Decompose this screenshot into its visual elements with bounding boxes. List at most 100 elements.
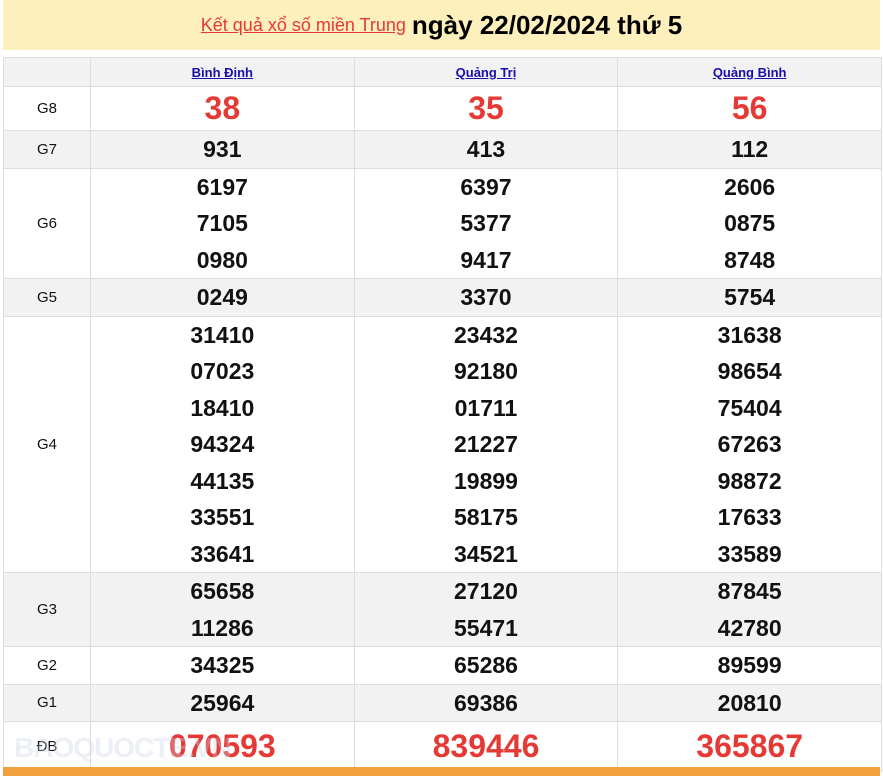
prize-number: 18410 [190,394,255,421]
prize-number: 65658 [190,578,255,604]
prize-number: 0249 [196,284,248,310]
prize-label: G4 [3,315,91,573]
prize-number: 9417 [460,246,512,273]
prize-cell: 65658 11286 [90,572,355,647]
prize-number: 6197 [196,173,248,200]
draw-date: ngày 22/02/2024 thứ 5 [411,9,683,40]
prize-number: 75404 [717,394,782,421]
prize-cell: 31410 07023 18410 94324 44135 33551 33641 [90,315,355,573]
prize-number: 31638 [717,321,782,348]
results-header: Kết quả xổ số miền Trung ngày 22/02/2024… [3,0,880,50]
prize-cell: 56 [617,86,882,131]
prize-number: 44135 [190,467,255,494]
prize-row: G7 931 413 112 [3,130,882,169]
prize-row: G5 0249 3370 5754 [3,278,882,317]
mien-trung-results-link[interactable]: Kết quả xổ số miền Trung [200,14,406,35]
prize-row: G2 34325 65286 89599 [3,646,882,685]
prize-cell: 27120 55471 [353,572,619,647]
prize-number: 5754 [724,284,776,310]
prize-number: 365867 [696,728,804,764]
prize-number: 07023 [190,358,255,384]
prize-number: 20810 [717,689,782,716]
prize-number: 67263 [717,431,782,457]
prize-label: G3 [3,572,91,647]
prize-cell: 25964 [90,683,355,722]
prize-label: G6 [3,167,91,279]
prize-label: G1 [3,683,91,722]
prize-number: 413 [466,136,506,162]
prize-cell: 65286 [353,646,619,685]
prize-row: G8 38 35 56 [3,86,882,131]
results-table: Bình Định Quảng Trị Quảng Bình G8 38 35 56 G… [3,57,882,772]
footer-bar [3,767,880,776]
prize-label: G5 [3,278,91,317]
prize-number: 27120 [454,578,518,604]
prize-cell: 6197 7105 0980 [90,167,355,279]
prize-cell: 413 [353,130,619,169]
prize-number: 42780 [717,614,782,641]
prize-number: 34325 [190,652,255,678]
prize-cell: 35 [353,86,619,131]
province-link[interactable]: Bình Định [191,64,254,80]
prize-number: 55471 [454,614,518,641]
prize-label: ĐB [3,721,91,772]
label-header [3,57,91,87]
prize-number: 38 [204,90,241,126]
prize-cell: 0249 [90,278,355,317]
prize-number: 21227 [454,431,518,457]
prize-number: 89599 [717,652,782,678]
prize-cell: 23432 92180 01711 21227 19899 58175 34521 [353,315,619,573]
prize-cell: 070593 [90,721,355,772]
prize-number: 8748 [724,246,776,273]
prize-number: 839446 [432,728,540,764]
prize-number: 6397 [460,173,512,200]
prize-cell: 931 [90,130,355,169]
province-link[interactable]: Quảng Bình [712,64,787,80]
prize-number: 2606 [724,173,776,200]
prize-number: 931 [203,136,242,162]
prize-number: 070593 [168,728,276,764]
prize-number: 98872 [717,467,782,494]
prize-number: 94324 [190,431,255,457]
prize-number: 56 [731,90,768,126]
prize-number: 5377 [460,210,512,236]
prize-number: 33641 [190,540,255,567]
prize-number: 11286 [190,614,254,641]
prize-row: G4 31410 07023 18410 94324 44135 33551 33641 234… [3,315,882,573]
prize-cell: 6397 5377 9417 [353,167,619,279]
prize-number: 3370 [460,284,512,310]
prize-number: 19899 [454,467,518,494]
prize-number: 33589 [717,540,782,567]
prize-number: 31410 [190,321,255,348]
prize-number: 34521 [454,540,518,567]
prize-number: 65286 [454,652,518,678]
prize-cell: 69386 [353,683,619,722]
prize-number: 92180 [454,358,518,384]
prize-cell: 31638 98654 75404 67263 98872 17633 33589 [617,315,882,573]
prize-number: 01711 [454,394,518,421]
prize-cell: 2606 0875 8748 [617,167,882,279]
prize-cell: 38 [90,86,355,131]
prize-cell: 5754 [617,278,882,317]
prize-cell: 89599 [617,646,882,685]
prize-number: 25964 [190,689,255,716]
prize-number: 17633 [717,504,782,530]
prize-number: 23432 [454,321,518,348]
prize-number: 58175 [454,504,518,530]
province-link[interactable]: Quảng Trị [455,64,517,80]
prize-row: G1 25964 69386 20810 [3,683,882,722]
prize-row: G6 6197 7105 0980 6397 5377 9417 2606 0875 8748 [3,167,882,279]
prize-row: ĐB 070593 839446 365867 [3,721,882,772]
prize-label: G8 [3,86,91,131]
prize-number: 7105 [196,210,248,236]
prize-number: 33551 [190,504,255,530]
watermark: BAOQUOCTE.VN [14,732,232,763]
prize-cell: 87845 42780 [617,572,882,647]
prize-cell: 112 [617,130,882,169]
prize-cell: 34325 [90,646,355,685]
prize-cell: 3370 [353,278,619,317]
prize-row: G3 65658 11286 27120 55471 87845 42780 [3,572,882,647]
prize-number: 87845 [717,578,782,604]
prize-cell: 20810 [617,683,882,722]
prize-number: 98654 [717,358,782,384]
